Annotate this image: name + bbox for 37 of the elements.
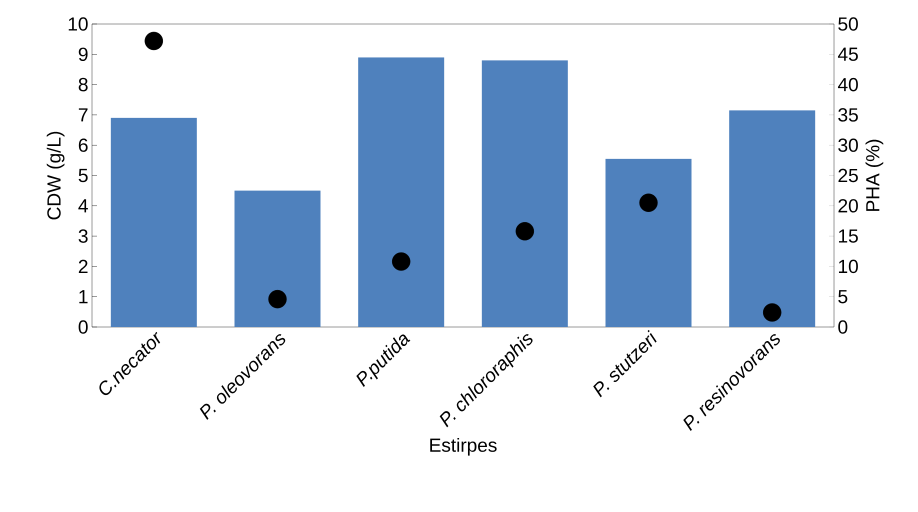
y2-tick-label: 25	[838, 168, 858, 182]
y2-tick-label: 35	[838, 108, 858, 122]
y-tick-label: 1	[79, 290, 88, 304]
point	[268, 290, 287, 308]
point	[762, 303, 782, 322]
y2-tick-label: 30	[838, 138, 858, 152]
y-tick-label: 7	[78, 108, 88, 122]
y-tick-label: 10	[68, 17, 88, 31]
y-tick-label: 9	[78, 48, 88, 62]
y2-tick-label: 50	[838, 17, 858, 31]
y2-tick-label: 0	[838, 320, 848, 334]
y-tick-label: 4	[78, 199, 88, 212]
point	[392, 252, 410, 271]
y2-tick-label: 20	[838, 199, 858, 213]
point	[144, 32, 164, 50]
y-axis-title: CDW (g/L)	[46, 132, 64, 220]
y2-tick-label: 40	[838, 78, 858, 92]
y2-tick-label: 15	[838, 229, 858, 243]
y-tick-label: 8	[78, 78, 88, 92]
bar	[110, 118, 197, 327]
y2-tick-label: 10	[838, 260, 858, 274]
point	[639, 194, 658, 212]
bar	[729, 110, 816, 327]
bar	[606, 158, 692, 327]
y-tick-label: 6	[78, 138, 88, 152]
y-tick-label: 0	[78, 320, 88, 334]
point	[516, 222, 534, 240]
y2-axis-title: PHA (%)	[866, 140, 884, 211]
y-tick-label: 5	[78, 168, 88, 182]
y-tick-label: 3	[78, 229, 88, 243]
y-tick-label: 2	[78, 260, 88, 274]
y2-tick-label: 5	[838, 290, 848, 304]
bar	[358, 57, 444, 327]
x-axis-title: Estirpes	[430, 438, 497, 456]
bar	[482, 60, 568, 327]
y2-tick-label: 45	[838, 48, 858, 61]
bar	[234, 190, 321, 327]
